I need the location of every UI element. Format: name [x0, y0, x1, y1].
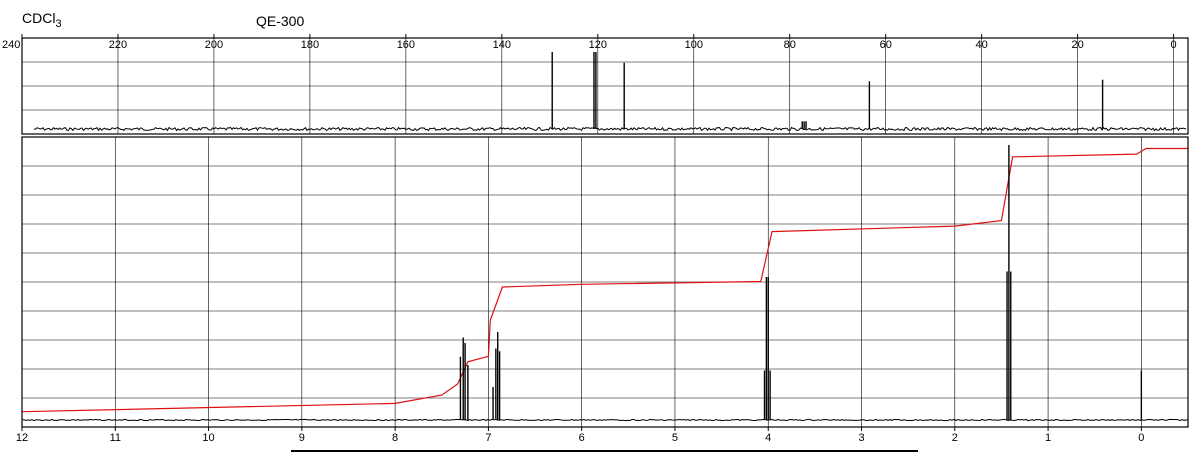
h1-peaks: [459, 145, 1143, 420]
h1-tick-label: 8: [392, 432, 398, 444]
h1-tick-label: 11: [110, 432, 121, 444]
c13-top-axis-ticks: [21, 34, 1175, 38]
c13-frame: [21, 37, 1189, 135]
h1-tick-label: 7: [485, 432, 491, 444]
h1-tick-label: 12: [16, 432, 28, 444]
h1-tick-labels: 12 11 10 9 8 7 6 5 4 3 2 1 0: [16, 432, 1145, 444]
h1-tick-label: 9: [299, 432, 305, 444]
instrument-label: QE-300: [256, 13, 304, 29]
h1-tick-label: 3: [858, 432, 864, 444]
c13-tick-label: 60: [880, 39, 892, 51]
c13-spectrum-trace: [33, 126, 1187, 132]
c13-tick-label: 120: [589, 39, 607, 51]
c13-tick-label: 220: [109, 39, 127, 51]
c13-tick-label: 240: [2, 39, 20, 51]
c13-tick-label: 20: [1072, 39, 1084, 51]
plot-frames: [21, 37, 1189, 428]
h1-spectrum-trace: [21, 418, 1189, 422]
c13-tick-label: 160: [397, 39, 415, 51]
c13-tick-label: 100: [685, 39, 703, 51]
h1-grid: [21, 137, 1188, 431]
solvent-label: CDCl3: [22, 10, 62, 30]
c13-peaks: [551, 52, 1104, 129]
h1-tick-label: 10: [202, 432, 214, 444]
c13-tick-label: 0: [1171, 39, 1177, 51]
c13-tick-label: 140: [493, 39, 511, 51]
h1-tick-label: 1: [1045, 432, 1051, 444]
h1-tick-label: 2: [952, 432, 958, 444]
c13-tick-label: 180: [301, 39, 319, 51]
h1-frame: [21, 136, 1189, 428]
h1-tick-label: 5: [672, 432, 678, 444]
h1-tick-label: 0: [1138, 432, 1144, 444]
c13-grid: [22, 38, 1188, 134]
c13-tick-labels: 240 220 200 180 160 140 120 100 80 60 40 20 0: [2, 39, 1177, 51]
c13-tick-label: 40: [976, 39, 988, 51]
h1-integral-curve: [21, 147, 1188, 413]
h1-tick-label: 4: [765, 432, 771, 444]
c13-tick-label: 80: [784, 39, 796, 51]
c13-tick-label: 200: [205, 39, 223, 51]
h1-tick-label: 6: [579, 432, 585, 444]
